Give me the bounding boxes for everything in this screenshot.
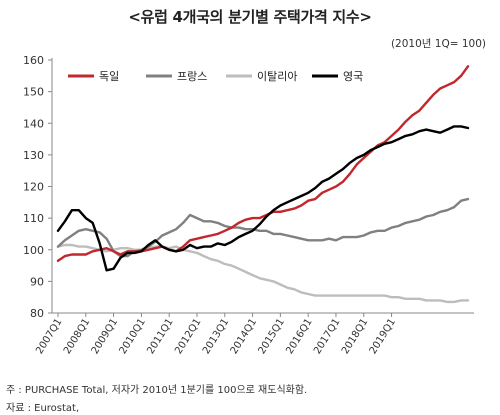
x-tick-label: 2009Q1: [90, 317, 120, 356]
chart-title: <유럽 4개국의 분기별 주택가격 지수>: [128, 8, 372, 26]
y-tick-label: 140: [23, 117, 44, 130]
legend-label-1: 독일: [99, 69, 119, 83]
x-tick-label: 2008Q1: [62, 317, 92, 356]
x-axis-labels: 2007Q12008Q12009Q12010Q12011Q12012Q12013…: [34, 317, 398, 356]
x-tick-label: 2011Q1: [145, 317, 175, 356]
x-tick-label: 2016Q1: [284, 317, 314, 356]
series-line-4: [56, 125, 470, 272]
y-tick-label: 150: [23, 86, 44, 99]
legend-label-3: 이탈리아: [257, 70, 297, 83]
x-tick-label: 2018Q1: [340, 317, 370, 356]
series-line-3: [56, 243, 470, 304]
x-tick-label: 2015Q1: [257, 317, 287, 356]
x-tick-label: 2014Q1: [229, 317, 259, 356]
x-tick-label: 2007Q1: [34, 317, 64, 356]
series-line-2: [56, 197, 470, 258]
y-axis-labels: 80 90 100 110 120 130 140 150 160: [23, 54, 44, 320]
legend: 독일 프랑스 이탈리아 영국: [68, 69, 363, 83]
y-tick-label: 110: [23, 212, 44, 225]
footnote-note: 주 : PURCHASE Total, 저자가 2010년 1분기를 100으로…: [6, 385, 308, 396]
y-tick-label: 120: [23, 181, 44, 194]
legend-label-4: 영국: [343, 70, 363, 83]
legend-label-2: 프랑스: [177, 70, 207, 83]
x-tick-label: 2013Q1: [201, 317, 231, 356]
chart-axes: [48, 58, 474, 317]
chart-subtitle: (2010년 1Q= 100): [390, 38, 486, 50]
y-tick-label: 130: [23, 149, 44, 162]
footnote-source: 자료 : Eurostat,: [6, 403, 80, 414]
series-line-1: [56, 65, 470, 262]
x-tick-label: 2017Q1: [312, 317, 342, 356]
y-tick-label: 80: [30, 307, 44, 320]
x-tick-label: 2010Q1: [118, 317, 148, 356]
y-tick-label: 100: [23, 244, 44, 257]
y-tick-label: 90: [30, 275, 44, 288]
x-tick-label: 2019Q1: [368, 317, 398, 356]
x-tick-label: 2012Q1: [173, 317, 203, 356]
series-lines: [56, 65, 470, 304]
y-tick-label: 160: [23, 54, 44, 67]
